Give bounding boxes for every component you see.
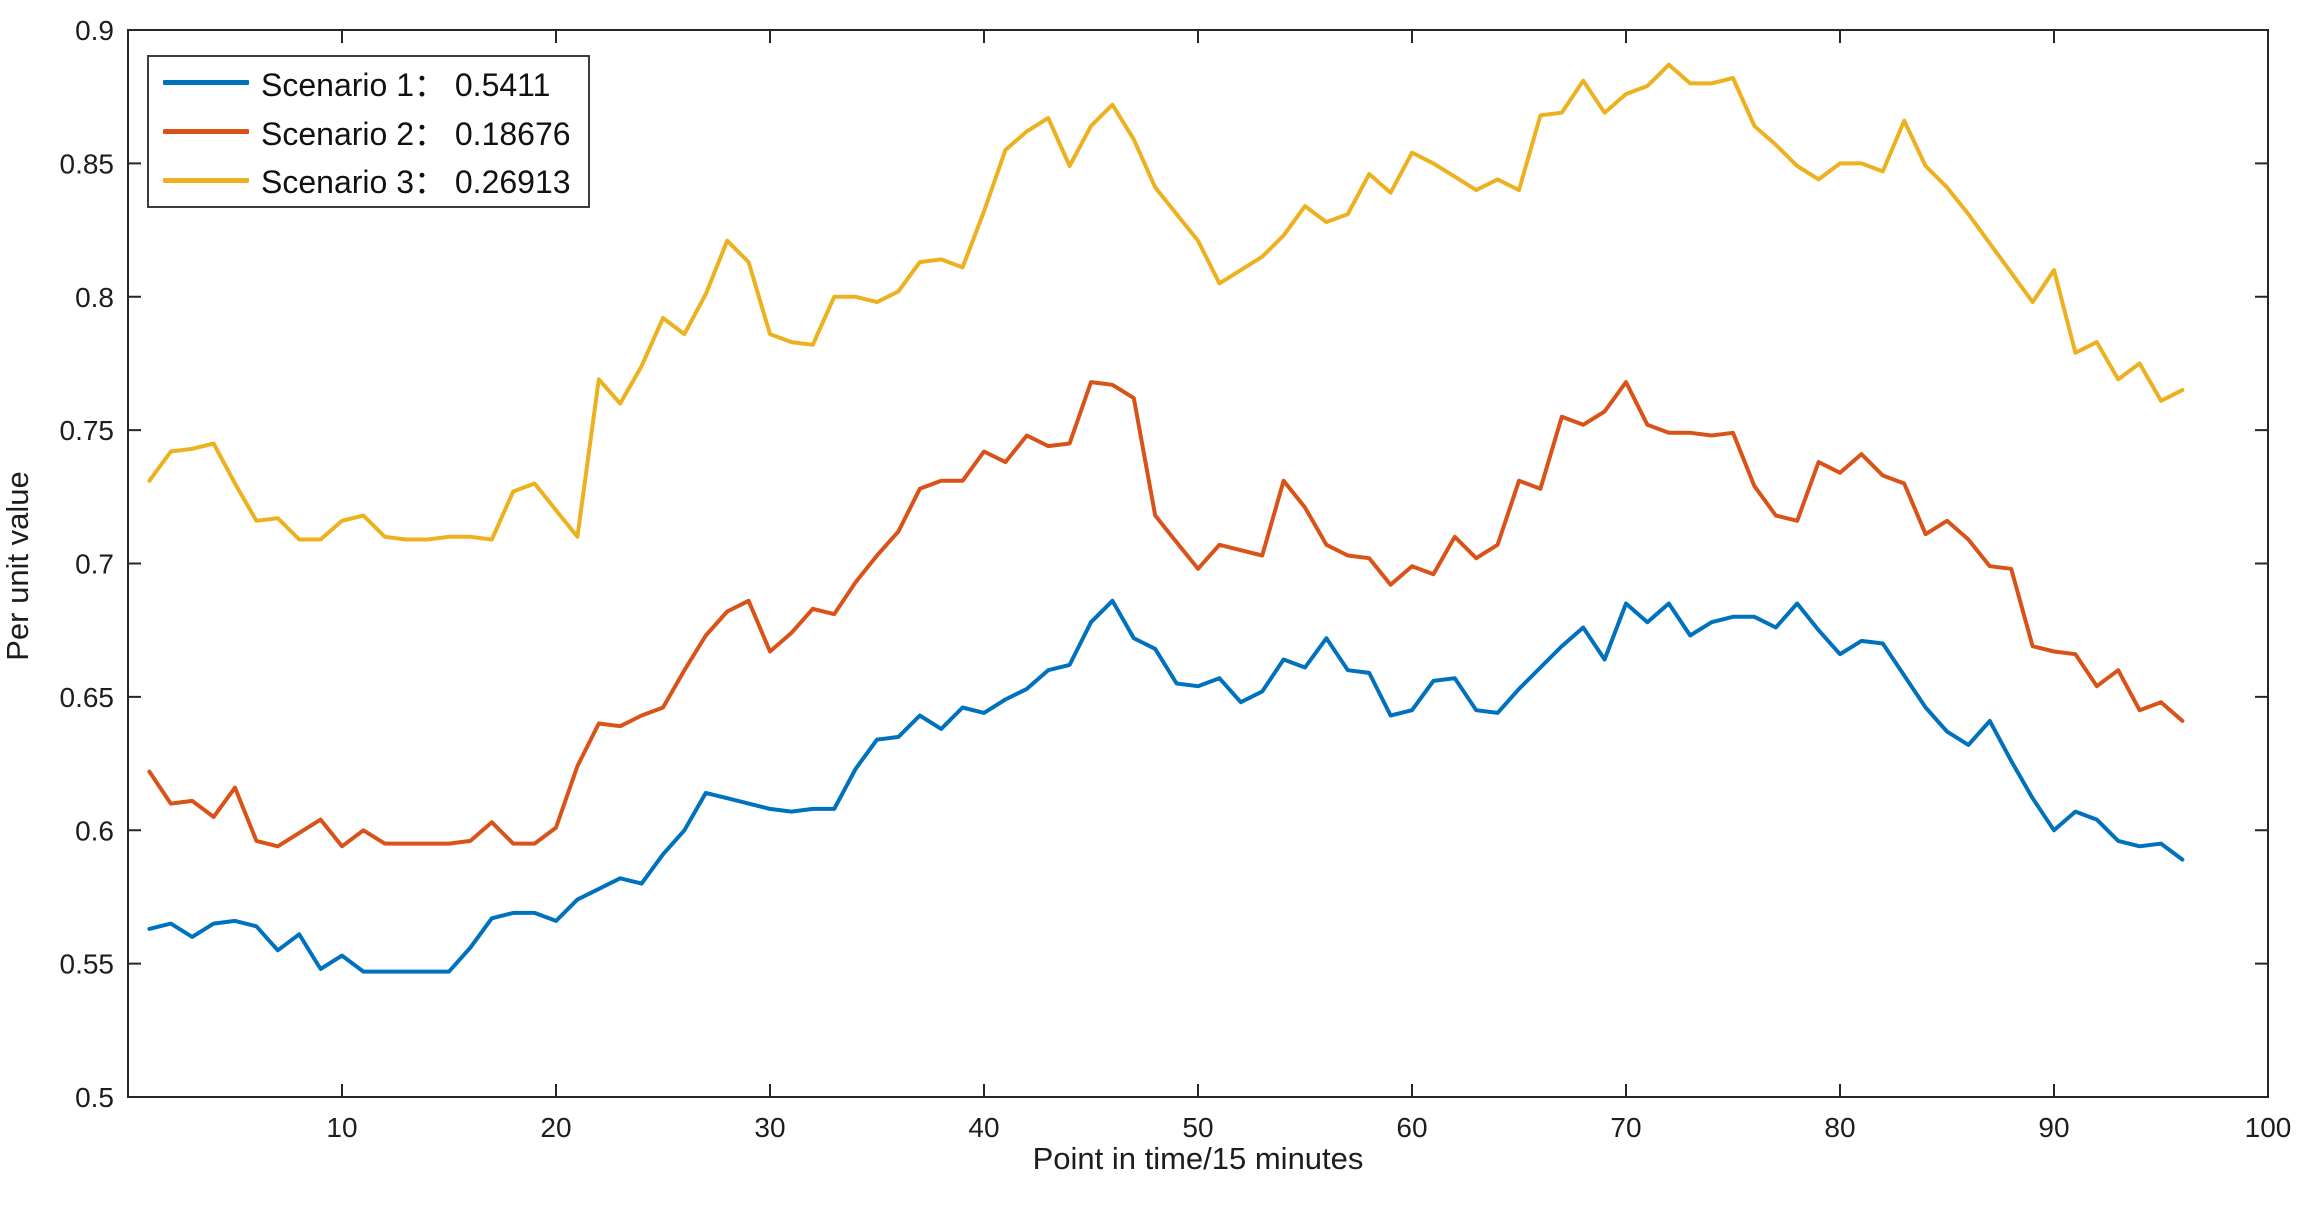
svg-text:50: 50: [1182, 1112, 1213, 1143]
legend-line-swatch-scenario-3: [163, 177, 249, 183]
svg-text:90: 90: [2038, 1112, 2069, 1143]
svg-text:30: 30: [754, 1112, 785, 1143]
svg-text:60: 60: [1396, 1112, 1427, 1143]
svg-text:0.85: 0.85: [60, 148, 115, 179]
legend-label-scenario-2: Scenario 2： 0.18676: [261, 115, 571, 152]
svg-text:10: 10: [326, 1112, 357, 1143]
legend-item-scenario-2: Scenario 2： 0.18676: [149, 109, 588, 155]
legend-label-scenario-3: Scenario 3： 0.26913: [261, 164, 571, 201]
svg-text:0.6: 0.6: [75, 815, 114, 846]
svg-text:0.5: 0.5: [75, 1082, 114, 1113]
legend-item-scenario-1: Scenario 1： 0.5411: [149, 60, 588, 106]
svg-text:80: 80: [1824, 1112, 1855, 1143]
svg-text:0.65: 0.65: [60, 682, 115, 713]
legend-item-scenario-3: Scenario 3： 0.26913: [149, 157, 588, 203]
series-line-scenario-1: [147, 598, 2185, 974]
x-tick-labels: 10 20 30 40 50 60 70 80 90 100: [326, 1112, 2291, 1143]
svg-text:70: 70: [1610, 1112, 1641, 1143]
svg-text:0.75: 0.75: [60, 415, 115, 446]
legend: Scenario 1： 0.5411 Scenario 2： 0.18676 S…: [147, 55, 590, 208]
series-line-scenario-2: [147, 380, 2185, 849]
legend-label-scenario-1: Scenario 1： 0.5411: [261, 66, 551, 103]
legend-line-swatch-scenario-2: [163, 129, 249, 134]
series-line-scenario-3: [147, 62, 2185, 542]
svg-text:0.55: 0.55: [60, 949, 115, 980]
svg-text:0.8: 0.8: [75, 282, 114, 313]
svg-text:0.9: 0.9: [75, 15, 114, 46]
svg-text:20: 20: [540, 1112, 571, 1143]
axis-ticks: [128, 29, 2269, 1098]
svg-text:0.7: 0.7: [75, 549, 114, 580]
y-tick-labels: 0.5 0.55 0.6 0.65 0.7 0.75 0.8 0.85 0.9: [60, 15, 115, 1113]
svg-text:100: 100: [2245, 1112, 2292, 1143]
x-axis-label: Point in time/15 minutes: [1032, 1141, 1364, 1176]
svg-text:40: 40: [968, 1112, 999, 1143]
legend-line-swatch-scenario-1: [163, 80, 249, 86]
y-axis-label: Per unit value: [0, 471, 35, 661]
